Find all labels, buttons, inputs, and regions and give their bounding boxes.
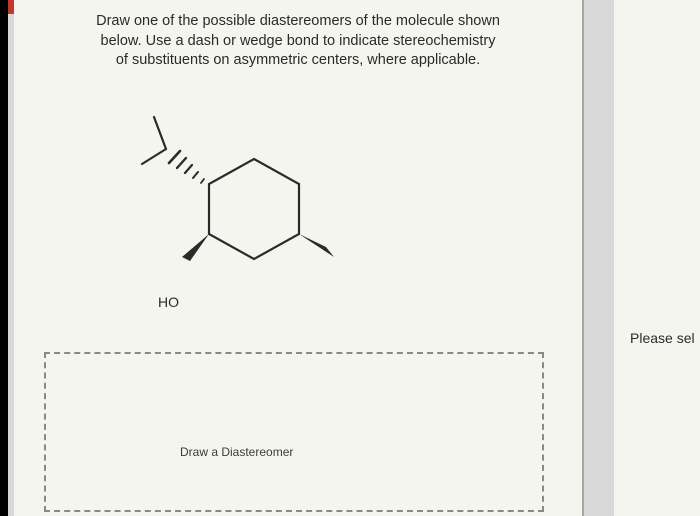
question-line-1: Draw one of the possible diastereomers o… bbox=[44, 12, 552, 32]
hydroxyl-label: HO bbox=[158, 294, 179, 310]
molecule-svg bbox=[104, 99, 404, 319]
left-black-edge bbox=[0, 0, 8, 516]
question-line-3: of substituents on asymmetric centers, w… bbox=[44, 51, 552, 71]
question-text: Draw one of the possible diastereomers o… bbox=[14, 0, 582, 79]
right-panel bbox=[614, 0, 700, 516]
answer-box-label: Draw a Diastereomer bbox=[180, 445, 293, 459]
question-line-2: below. Use a dash or wedge bond to indic… bbox=[44, 32, 552, 52]
answer-drop-zone[interactable] bbox=[44, 352, 544, 512]
molecule-diagram: HO bbox=[14, 79, 582, 339]
panel-gap bbox=[586, 0, 614, 516]
right-panel-text: Please sel bbox=[630, 330, 695, 346]
